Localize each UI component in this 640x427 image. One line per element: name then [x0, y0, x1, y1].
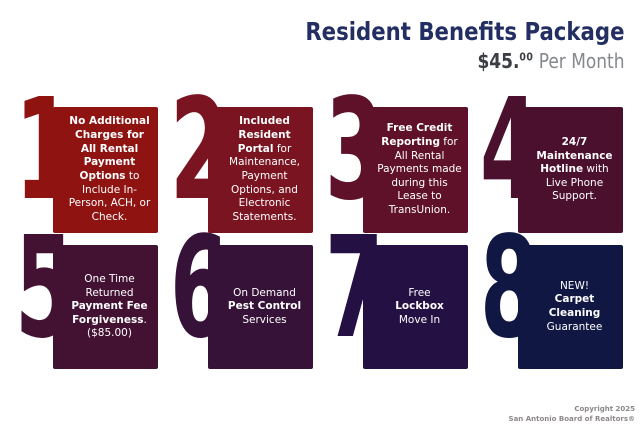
card-body: One Time Returned Payment Fee Forgivenes… — [53, 245, 158, 369]
benefit-card-1: 1 No Additional Charges for All Rental Pa… — [15, 81, 158, 233]
card-text: On Demand Pest Control Services — [227, 286, 302, 326]
benefit-card-4: 4 24/7 Maintenance Hotline with Live Phon… — [480, 81, 623, 233]
card-body: On Demand Pest Control Services — [208, 245, 313, 369]
card-text: Free Lockbox Move In — [395, 286, 444, 326]
card-text: No Additional Charges for All Rental Pay… — [68, 115, 151, 223]
card-body: 24/7 Maintenance Hotline with Live Phone… — [518, 107, 623, 233]
benefits-grid: 1 No Additional Charges for All Rental Pa… — [15, 81, 623, 369]
card-text: Free Credit Reporting for All Rental Pay… — [377, 122, 462, 217]
card-body: No Additional Charges for All Rental Pay… — [53, 107, 158, 233]
card-text: Included Resident Portal for Maintenance… — [229, 115, 300, 223]
price-cents: 00 — [518, 49, 533, 63]
card-text: 24/7 Maintenance Hotline with Live Phone… — [536, 135, 613, 203]
price-suffix: Per Month — [532, 48, 624, 73]
header: Resident Benefits Package $45.00 Per Mon… — [305, 18, 624, 73]
copyright-line: Copyright 2025 — [574, 405, 635, 414]
card-body: Included Resident Portal for Maintenance… — [208, 107, 313, 233]
copyright-footer: Copyright 2025 San Antonio Board of Real… — [509, 405, 635, 424]
card-body: Free Lockbox Move In — [363, 245, 468, 369]
benefit-card-3: 3 Free Credit Reporting for All Rental Pa… — [325, 81, 468, 233]
benefit-card-8: 8 NEW! Carpet Cleaning Guarantee — [480, 219, 623, 369]
page-title: Resident Benefits Package — [304, 17, 624, 46]
card-body: NEW! Carpet Cleaning Guarantee — [518, 245, 623, 369]
price-dollars: $45. — [476, 48, 519, 73]
benefit-card-5: 5 One Time Returned Payment Fee Forgivene… — [15, 219, 158, 369]
organization-line: San Antonio Board of Realtors® — [508, 414, 635, 423]
price-line: $45.00 Per Month — [305, 49, 624, 73]
benefit-card-7: 7 Free Lockbox Move In — [325, 219, 468, 369]
benefit-card-2: 2 Included Resident Portal for Maintenanc… — [170, 81, 313, 233]
card-body: Free Credit Reporting for All Rental Pay… — [363, 107, 468, 233]
card-text: One Time Returned Payment Fee Forgivenes… — [71, 272, 148, 340]
card-text: NEW! Carpet Cleaning Guarantee — [546, 279, 603, 333]
benefit-card-6: 6 On Demand Pest Control Services — [170, 219, 313, 369]
